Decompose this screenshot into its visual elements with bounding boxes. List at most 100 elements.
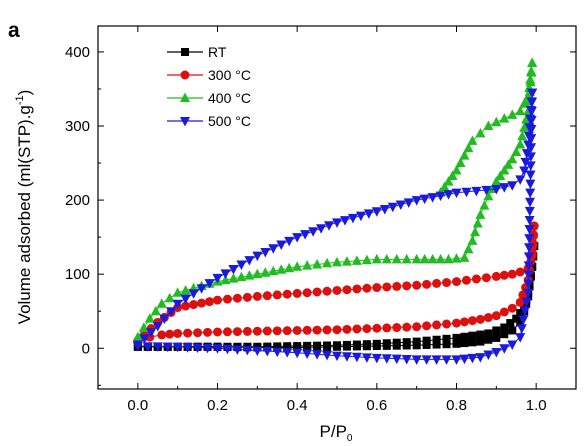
data-point-400 xyxy=(475,209,486,219)
legend-label-unit: °C xyxy=(231,90,251,106)
data-point-500 xyxy=(525,197,536,208)
data-point-500 xyxy=(467,353,478,364)
data-point-300 xyxy=(507,269,517,279)
data-point-500 xyxy=(525,188,536,199)
x-tick-label: 0.2 xyxy=(207,397,228,414)
data-point-400 xyxy=(439,181,450,192)
data-point-500 xyxy=(459,354,470,365)
data-point-500 xyxy=(361,353,372,363)
data-point-300 xyxy=(262,326,272,336)
data-point-400 xyxy=(276,264,287,274)
data-point-300 xyxy=(491,271,501,281)
data-point-rt xyxy=(476,337,485,346)
data-point-rt xyxy=(516,309,525,318)
data-point-300 xyxy=(459,317,469,327)
series-500 xyxy=(132,88,538,365)
data-point-300 xyxy=(382,282,392,292)
data-point-300 xyxy=(362,283,372,293)
data-point-300 xyxy=(183,328,193,338)
data-point-400 xyxy=(511,146,522,156)
data-point-400 xyxy=(526,65,537,76)
data-point-500 xyxy=(435,191,446,202)
data-point-500 xyxy=(387,202,398,213)
data-point-rt xyxy=(333,341,341,350)
legend-item-400: 400 °C xyxy=(167,90,251,106)
data-point-500 xyxy=(524,243,535,253)
data-point-500 xyxy=(244,256,255,266)
data-point-rt xyxy=(452,339,461,348)
data-point-rt xyxy=(492,333,501,342)
data-point-400 xyxy=(391,253,402,264)
data-point-300 xyxy=(232,293,242,303)
data-point-300 xyxy=(342,324,352,334)
data-point-400 xyxy=(351,255,362,265)
data-point-400 xyxy=(220,274,231,285)
data-point-500 xyxy=(202,343,213,354)
legend-label-value: RT xyxy=(208,44,227,60)
data-point-500 xyxy=(142,342,153,352)
data-point-500 xyxy=(451,355,462,365)
data-point-400 xyxy=(507,153,518,164)
data-point-400 xyxy=(138,322,149,332)
data-point-500 xyxy=(421,355,432,365)
data-point-rt xyxy=(432,340,441,349)
data-point-300 xyxy=(322,325,332,335)
data-point-500 xyxy=(268,244,279,254)
data-point-rt xyxy=(506,319,515,328)
data-point-400 xyxy=(515,105,526,116)
data-point-500 xyxy=(228,264,239,275)
data-point-rt xyxy=(263,342,272,351)
data-point-400 xyxy=(312,259,323,269)
data-point-500 xyxy=(260,247,271,258)
data-point-400 xyxy=(472,218,483,228)
data-point-300 xyxy=(452,277,461,287)
legend-label-unit: °C xyxy=(231,113,251,129)
data-point-400 xyxy=(132,331,143,342)
data-point-500 xyxy=(139,334,150,344)
data-point-500 xyxy=(236,260,247,271)
y-axis-title: Volume adsorbed (ml(STP).g-1) xyxy=(14,90,34,325)
data-point-500 xyxy=(523,261,534,271)
data-point-300 xyxy=(222,294,232,304)
data-point-400 xyxy=(411,253,422,264)
data-point-500 xyxy=(347,213,358,224)
data-point-300 xyxy=(507,303,517,313)
data-point-rt xyxy=(352,340,361,349)
data-point-rt xyxy=(468,338,477,347)
data-point-500 xyxy=(523,279,534,290)
data-point-400 xyxy=(322,257,333,268)
data-point-300 xyxy=(282,289,292,299)
data-point-500 xyxy=(302,349,313,359)
data-point-rt xyxy=(500,323,509,332)
data-point-400 xyxy=(451,164,462,175)
y-tick-label: 400 xyxy=(65,44,90,61)
legend-label: RT xyxy=(208,44,227,60)
data-point-500 xyxy=(403,198,414,208)
data-point-400 xyxy=(491,176,502,186)
data-point-400 xyxy=(483,120,494,131)
data-point-rt xyxy=(392,338,401,347)
data-point-500 xyxy=(507,340,518,351)
data-point-500 xyxy=(332,218,342,228)
data-point-500 xyxy=(308,227,319,237)
data-point-400 xyxy=(463,243,474,254)
data-point-400 xyxy=(491,116,502,127)
data-point-500 xyxy=(188,289,199,299)
x-tick-label: 0.0 xyxy=(127,397,148,414)
data-point-400 xyxy=(527,57,538,68)
data-point-500 xyxy=(222,344,233,355)
legend-marker xyxy=(180,92,190,102)
data-point-400 xyxy=(341,256,352,266)
data-point-500 xyxy=(324,221,335,231)
data-point-500 xyxy=(527,88,538,99)
data-point-500 xyxy=(524,234,535,244)
data-point-400 xyxy=(427,253,438,264)
data-point-500 xyxy=(152,342,163,352)
data-point-400 xyxy=(164,292,175,303)
data-point-300 xyxy=(312,287,322,297)
data-point-500 xyxy=(196,284,207,294)
data-point-rt xyxy=(303,341,312,350)
data-point-400 xyxy=(463,142,474,153)
